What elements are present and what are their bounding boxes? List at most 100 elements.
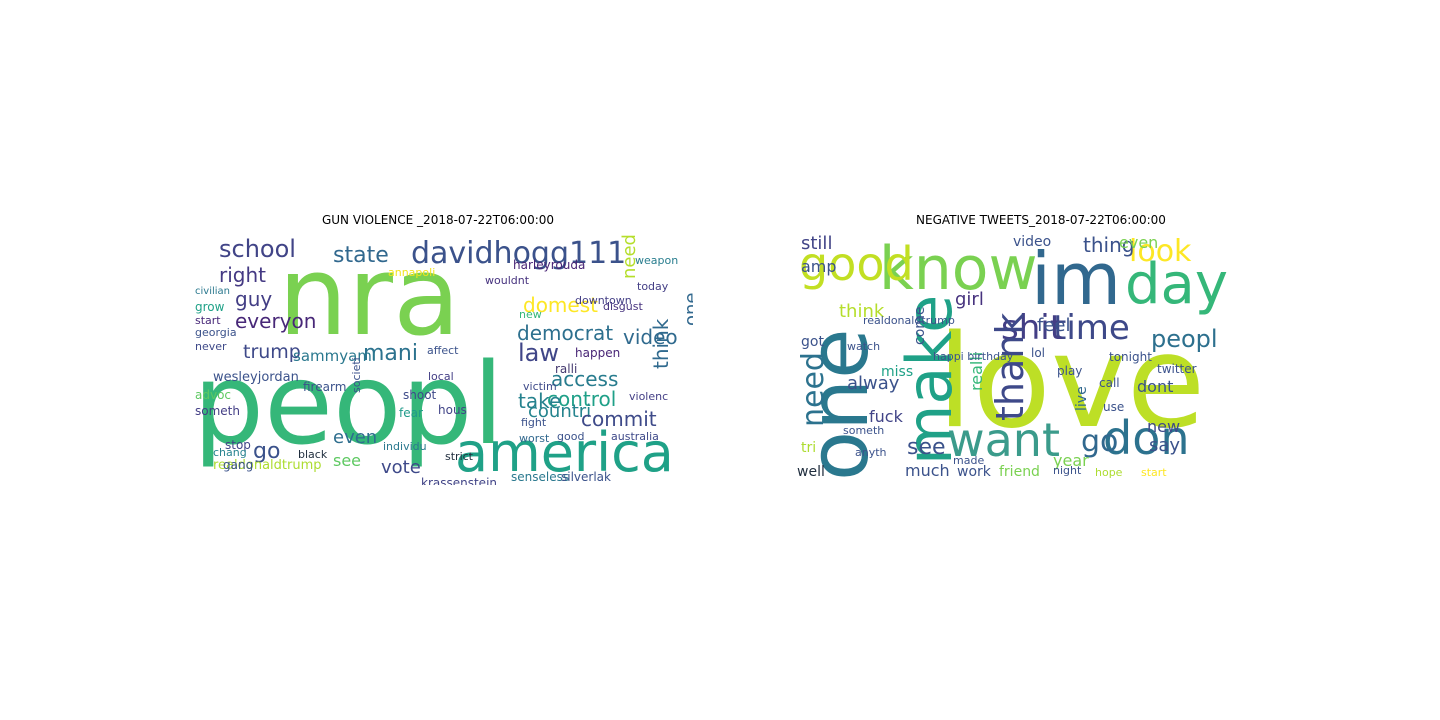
panel-title: NEGATIVE TWEETS_2018-07-22T06:00:00 bbox=[916, 213, 1166, 227]
cloud-word: well bbox=[797, 464, 825, 480]
cloud-word: hope bbox=[1095, 466, 1123, 479]
cloud-word: night bbox=[1053, 464, 1082, 477]
cloud-word: today bbox=[637, 280, 669, 293]
cloud-word: new bbox=[1147, 417, 1181, 436]
wordcloud-canvas: love one know im day good make want don time shit t… bbox=[787, 231, 1295, 485]
cloud-word: someth bbox=[843, 424, 885, 437]
cloud-word: control bbox=[547, 387, 617, 411]
cloud-word: happen bbox=[575, 346, 621, 360]
cloud-word: thank bbox=[988, 312, 1032, 421]
cloud-word: violenc bbox=[629, 390, 669, 403]
cloud-word: realdonaldtrump bbox=[213, 458, 322, 473]
cloud-word: year bbox=[1053, 451, 1089, 470]
cloud-word: dont bbox=[1137, 377, 1174, 396]
cloud-word: democrat bbox=[517, 321, 614, 345]
cloud-word: chang bbox=[213, 446, 247, 459]
cloud-word: think bbox=[649, 318, 673, 369]
wordcloud-canvas: nra peopl america davidhogg111 school state ri… bbox=[183, 231, 693, 485]
cloud-word: got bbox=[801, 334, 824, 350]
cloud-word: local bbox=[428, 370, 454, 383]
panel-title: GUN VIOLENCE _2018-07-22T06:00:00 bbox=[321, 213, 555, 227]
cloud-word: need bbox=[796, 352, 831, 427]
cloud-word: alway bbox=[847, 373, 900, 394]
cloud-word: see bbox=[907, 435, 946, 460]
cloud-word: even bbox=[333, 427, 378, 448]
cloud-word: video bbox=[623, 325, 678, 349]
cloud-word: downtown bbox=[575, 294, 632, 307]
cloud-word: black bbox=[298, 448, 328, 461]
cloud-word: much bbox=[905, 461, 950, 480]
cloud-word: annapoli bbox=[388, 266, 436, 279]
cloud-word: harleyrouda bbox=[513, 258, 586, 272]
cloud-word: davidhogg111 bbox=[411, 236, 627, 271]
cloud-word: day bbox=[1125, 252, 1229, 317]
cloud-word: commit bbox=[581, 407, 657, 431]
cloud-word: tri bbox=[801, 440, 817, 456]
cloud-word: look bbox=[1129, 234, 1192, 269]
cloud-word: realdonaldtrump bbox=[863, 314, 955, 327]
cloud-word: made bbox=[953, 454, 985, 467]
cloud-word: guy bbox=[235, 287, 273, 311]
cloud-word: time bbox=[1053, 308, 1130, 348]
cloud-word: good bbox=[799, 237, 914, 291]
cloud-word: start bbox=[195, 314, 221, 327]
cloud-word: law bbox=[518, 339, 560, 367]
wordcloud-panel-negative-tweets: NEGATIVE TWEETS_2018-07-22T06:00:00 love… bbox=[787, 213, 1295, 485]
cloud-word: amp bbox=[801, 257, 837, 276]
cloud-word: good bbox=[557, 430, 585, 443]
cloud-word: go bbox=[253, 439, 281, 464]
cloud-word: lol bbox=[1031, 346, 1046, 360]
cloud-word: play bbox=[1057, 364, 1083, 378]
cloud-word: societi bbox=[350, 357, 363, 393]
cloud-word: senseless bbox=[511, 470, 570, 484]
cloud-word: know bbox=[879, 234, 1038, 304]
cloud-word: georgia bbox=[195, 326, 237, 339]
cloud-word: one bbox=[681, 292, 693, 327]
wordcloud-panel-gun-violence: GUN VIOLENCE _2018-07-22T06:00:00 nra peo… bbox=[183, 213, 693, 485]
cloud-word: advoc bbox=[195, 388, 232, 402]
cloud-word: live bbox=[1074, 386, 1090, 411]
cloud-word: fight bbox=[521, 416, 547, 429]
cloud-word: america bbox=[455, 421, 674, 484]
cloud-word: love bbox=[937, 308, 1206, 457]
cloud-word: say bbox=[1149, 435, 1181, 456]
cloud-word: sammyami bbox=[293, 347, 377, 365]
cloud-word: right bbox=[219, 263, 266, 287]
cloud-word: state bbox=[333, 243, 389, 268]
cloud-word: firearm bbox=[303, 380, 347, 394]
cloud-word: school bbox=[219, 235, 296, 263]
cloud-word: work bbox=[957, 464, 991, 480]
cloud-word: don bbox=[1103, 411, 1190, 465]
cloud-word: countri bbox=[528, 401, 592, 422]
cloud-word: peopl bbox=[193, 340, 504, 470]
cloud-word: go bbox=[1081, 424, 1119, 459]
cloud-word: never bbox=[195, 340, 227, 353]
cloud-word: individu bbox=[383, 440, 427, 453]
cloud-word: twitter bbox=[1157, 362, 1197, 376]
cloud-word: ralli bbox=[555, 362, 578, 376]
cloud-word: take bbox=[518, 389, 562, 413]
cloud-word: domest bbox=[523, 293, 598, 317]
cloud-word: disgust bbox=[603, 300, 643, 313]
cloud-word: strict bbox=[445, 450, 473, 463]
cloud-word: wouldnt bbox=[485, 274, 530, 287]
cloud-word: girl bbox=[955, 289, 984, 310]
cloud-word: im bbox=[1031, 237, 1122, 321]
cloud-word: grow bbox=[195, 300, 225, 314]
cloud-word: fear bbox=[399, 406, 423, 420]
cloud-word: hous bbox=[438, 403, 467, 417]
cloud-word: friend bbox=[999, 464, 1040, 480]
cloud-word: even bbox=[1119, 233, 1159, 252]
cloud-word: trump bbox=[243, 341, 301, 363]
cloud-word: victim bbox=[523, 380, 557, 393]
cloud-word: watch bbox=[847, 340, 881, 353]
cloud-word: worst bbox=[519, 432, 550, 445]
cloud-word: miss bbox=[881, 364, 914, 380]
cloud-word: stop bbox=[225, 438, 251, 452]
cloud-word: want bbox=[947, 413, 1061, 467]
cloud-word: call bbox=[1099, 376, 1120, 390]
cloud-word: vote bbox=[381, 457, 421, 478]
cloud-word: new bbox=[519, 308, 542, 321]
cloud-word: happi birthday bbox=[933, 350, 1014, 363]
cloud-word: shoot bbox=[403, 388, 437, 402]
